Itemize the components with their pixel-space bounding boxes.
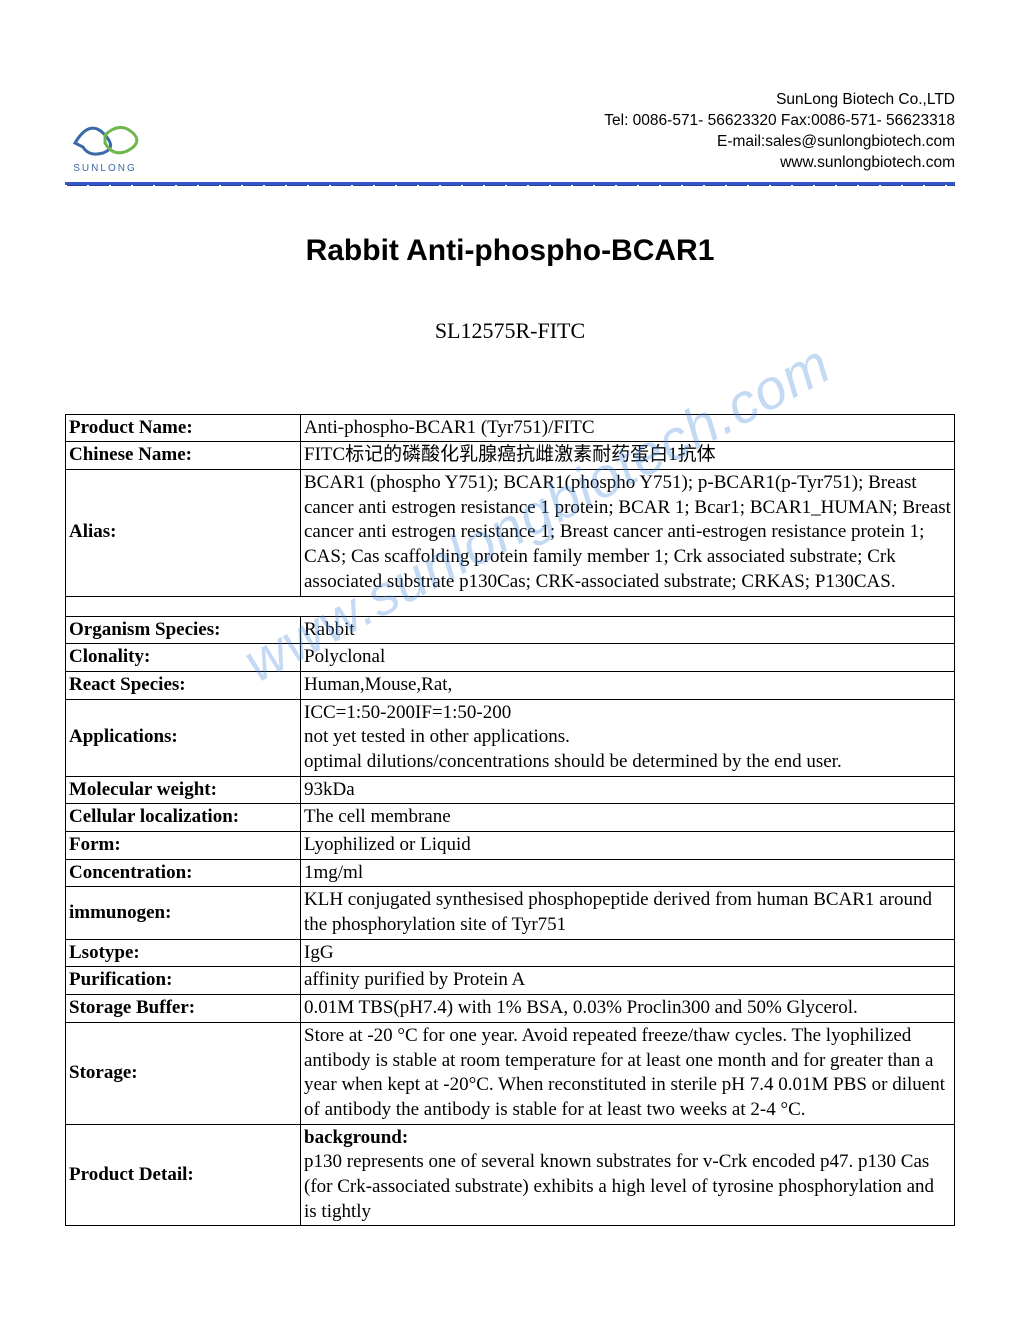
row-label: Cellular localization:	[66, 804, 301, 832]
row-label: React Species:	[66, 671, 301, 699]
page-header: SUNLONG SunLong Biotech Co.,LTD Tel: 008…	[65, 90, 955, 174]
table-row: React Species:Human,Mouse,Rat,	[66, 671, 955, 699]
table-row: Product Name:Anti-phospho-BCAR1 (Tyr751)…	[66, 414, 955, 442]
row-value: 1mg/ml	[301, 859, 955, 887]
row-label: Purification:	[66, 967, 301, 995]
logo-text: SUNLONG	[73, 163, 136, 174]
row-value: 0.01M TBS(pH7.4) with 1% BSA, 0.03% Proc…	[301, 995, 955, 1023]
row-label: Clonality:	[66, 644, 301, 672]
row-label: Product Detail:	[66, 1124, 301, 1226]
table-row: immunogen:KLH conjugated synthesised pho…	[66, 887, 955, 939]
row-label: Form:	[66, 832, 301, 860]
row-value: ICC=1:50-200IF=1:50-200not yet tested in…	[301, 699, 955, 776]
row-value: The cell membrane	[301, 804, 955, 832]
row-label: Concentration:	[66, 859, 301, 887]
row-label: Storage:	[66, 1022, 301, 1124]
company-name: SunLong Biotech Co.,LTD	[604, 90, 955, 111]
row-label: Chinese Name:	[66, 442, 301, 470]
row-value: 93kDa	[301, 776, 955, 804]
table-row: Organism Species:Rabbit	[66, 616, 955, 644]
product-sku: SL12575R-FITC	[65, 318, 955, 344]
table-row: Chinese Name:FITC标记的磷酸化乳腺癌抗雌激素耐药蛋白1抗体	[66, 442, 955, 470]
row-value: Anti-phospho-BCAR1 (Tyr751)/FITC	[301, 414, 955, 442]
spec-table: Product Name:Anti-phospho-BCAR1 (Tyr751)…	[65, 414, 955, 1227]
table-row: Concentration:1mg/ml	[66, 859, 955, 887]
row-label: Organism Species:	[66, 616, 301, 644]
table-row: Product Detail:background:p130 represent…	[66, 1124, 955, 1226]
row-label: Lsotype:	[66, 939, 301, 967]
table-row: Storage:Store at -20 °C for one year. Av…	[66, 1022, 955, 1124]
page-title: Rabbit Anti-phospho-BCAR1	[65, 234, 955, 268]
table-row: Molecular weight:93kDa	[66, 776, 955, 804]
row-value: Rabbit	[301, 616, 955, 644]
row-label: Applications:	[66, 699, 301, 776]
header-divider	[65, 182, 955, 186]
row-label: immunogen:	[66, 887, 301, 939]
company-logo-icon	[65, 113, 145, 161]
logo-block: SUNLONG	[65, 113, 145, 174]
row-value: affinity purified by Protein A	[301, 967, 955, 995]
row-value: KLH conjugated synthesised phosphopeptid…	[301, 887, 955, 939]
row-label: Storage Buffer:	[66, 995, 301, 1023]
row-value: IgG	[301, 939, 955, 967]
table-row: Applications:ICC=1:50-200IF=1:50-200not …	[66, 699, 955, 776]
table-row: Storage Buffer:0.01M TBS(pH7.4) with 1% …	[66, 995, 955, 1023]
table-row: Lsotype:IgG	[66, 939, 955, 967]
row-value: Polyclonal	[301, 644, 955, 672]
table-row: Purification:affinity purified by Protei…	[66, 967, 955, 995]
row-value: FITC标记的磷酸化乳腺癌抗雌激素耐药蛋白1抗体	[301, 442, 955, 470]
row-value: background:p130 represents one of severa…	[301, 1124, 955, 1226]
row-value: Store at -20 °C for one year. Avoid repe…	[301, 1022, 955, 1124]
row-value: Human,Mouse,Rat,	[301, 671, 955, 699]
table-row: Clonality:Polyclonal	[66, 644, 955, 672]
company-website: www.sunlongbiotech.com	[604, 153, 955, 174]
row-label: Alias:	[66, 470, 301, 596]
table-row	[66, 596, 955, 616]
row-label: Product Name:	[66, 414, 301, 442]
row-value: Lyophilized or Liquid	[301, 832, 955, 860]
company-email: E-mail:sales@sunlongbiotech.com	[604, 132, 955, 153]
row-label: Molecular weight:	[66, 776, 301, 804]
spacer-cell	[66, 596, 955, 616]
table-row: Form:Lyophilized or Liquid	[66, 832, 955, 860]
company-tel-fax: Tel: 0086-571- 56623320 Fax:0086-571- 56…	[604, 111, 955, 132]
table-row: Alias:BCAR1 (phospho Y751); BCAR1(phosph…	[66, 470, 955, 596]
table-row: Cellular localization:The cell membrane	[66, 804, 955, 832]
company-info: SunLong Biotech Co.,LTD Tel: 0086-571- 5…	[604, 90, 955, 174]
row-value: BCAR1 (phospho Y751); BCAR1(phospho Y751…	[301, 470, 955, 596]
